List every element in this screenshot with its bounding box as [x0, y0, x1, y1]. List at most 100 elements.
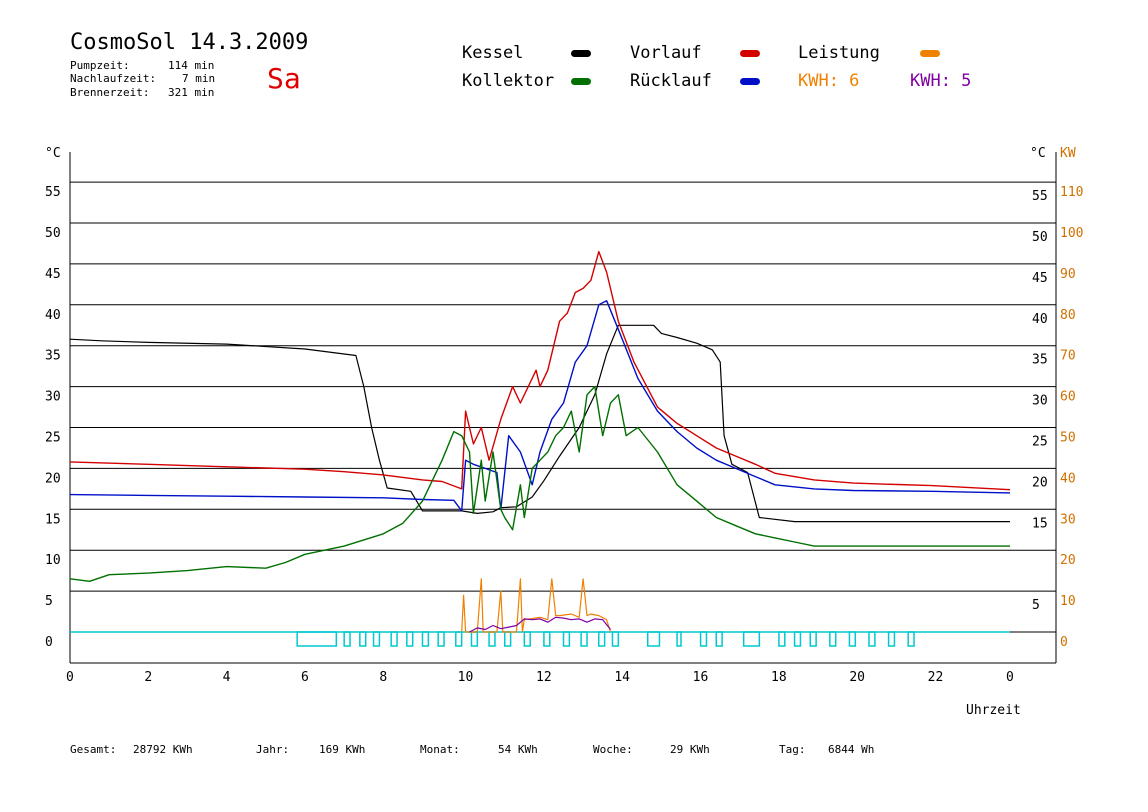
x-tick-2: 4 [223, 670, 231, 685]
brenner-time-value: 321 min [168, 86, 215, 99]
legend-kwh2: KWH: 5 [910, 71, 972, 91]
pump-run-28 [868, 631, 876, 647]
series-line-kwh2 [469, 616, 611, 633]
pump-run-21 [715, 631, 723, 647]
chart-ticks: 0510152025303540455055515202530354045505… [45, 185, 1083, 685]
y-tick-right-55: 55 [1032, 189, 1048, 204]
y-tick-left-55: 55 [45, 185, 61, 200]
x-tick-8: 16 [693, 670, 709, 685]
x-tick-3: 6 [301, 670, 309, 685]
legend-leistung-label: Leistung [798, 43, 880, 63]
legend-kessel-swatch [571, 50, 591, 57]
pump-run-2 [359, 631, 367, 647]
chart-title: CosmoSol 14.3.2009 [70, 30, 309, 55]
y-tick-right-15: 15 [1032, 516, 1048, 531]
pump-time-label: Pumpzeit: [70, 59, 130, 72]
pump-run-12 [523, 631, 531, 647]
y-tick-left-20: 20 [45, 471, 61, 486]
pump-run-16 [598, 631, 606, 647]
pump-run-19 [676, 631, 682, 647]
pump-run-10 [488, 631, 496, 647]
nachlauf-time-value: 7 min [182, 72, 216, 85]
pump-run-13 [543, 631, 551, 647]
x-tick-12: 0 [1006, 670, 1014, 685]
kw-tick-40: 40 [1060, 471, 1076, 486]
kw-tick-70: 70 [1060, 349, 1076, 364]
x-tick-7: 14 [614, 670, 630, 685]
x-axis-label: Uhrzeit [966, 703, 1021, 718]
y-tick-left-5: 5 [45, 594, 53, 609]
y-tick-right-45: 45 [1032, 271, 1048, 286]
y-tick-right-50: 50 [1032, 230, 1048, 245]
y-tick-left-0: 0 [45, 635, 53, 650]
y-tick-right-25: 25 [1032, 435, 1048, 450]
pump-run-30 [907, 631, 915, 647]
pump-run-25 [809, 631, 817, 647]
pump-run-26 [829, 631, 837, 647]
pump-run-7 [437, 631, 445, 647]
kw-tick-0: 0 [1060, 635, 1068, 650]
kw-tick-10: 10 [1060, 594, 1076, 609]
x-tick-5: 10 [458, 670, 474, 685]
kw-tick-50: 50 [1060, 431, 1076, 446]
pump-run-11 [504, 631, 512, 647]
x-tick-10: 20 [849, 670, 865, 685]
y-tick-left-40: 40 [45, 308, 61, 323]
pump-time-value: 114 min [168, 59, 215, 72]
nachlauf-time-label: Nachlaufzeit: [70, 72, 157, 85]
pump-run-1 [343, 631, 351, 647]
x-tick-4: 8 [379, 670, 387, 685]
pump-run-18 [646, 631, 661, 647]
kw-tick-100: 100 [1060, 226, 1083, 241]
kw-tick-110: 110 [1060, 185, 1083, 200]
y-tick-right-5: 5 [1032, 598, 1040, 613]
legend-kwh1: KWH: 6 [798, 71, 860, 91]
pump-run-5 [406, 631, 414, 647]
footer-woche-value: 29 KWh [670, 743, 710, 756]
pump-run-4 [390, 631, 398, 647]
footer-jahr-value: 169 KWh [319, 743, 366, 756]
y-tick-left-35: 35 [45, 349, 61, 364]
y-tick-right-30: 30 [1032, 394, 1048, 409]
x-tick-9: 18 [771, 670, 787, 685]
series-line-vorlauf [69, 250, 1011, 491]
pump-run-0 [296, 631, 338, 647]
brenner-time-label: Brennerzeit: [70, 86, 150, 99]
legend-leistung-swatch [920, 50, 940, 57]
pump-run-29 [887, 631, 896, 647]
pump-run-8 [455, 631, 463, 647]
footer-tag-label: Tag: [779, 743, 806, 756]
y-tick-right-40: 40 [1032, 312, 1048, 327]
legend-ruecklauf-swatch [740, 78, 760, 85]
legend-vorlauf-label: Vorlauf [630, 43, 702, 63]
legend-kollektor-label: Kollektor [462, 71, 555, 91]
kw-tick-20: 20 [1060, 553, 1076, 568]
kw-tick-90: 90 [1060, 267, 1076, 282]
kw-tick-80: 80 [1060, 308, 1076, 323]
pump-run-22 [742, 631, 761, 647]
footer-gesamt-value: 28792 KWh [133, 743, 193, 756]
weekday-label: Sa [267, 62, 301, 95]
kw-axis-unit: KW [1060, 146, 1076, 161]
series-line-kessel [69, 324, 1010, 523]
series-line-kollektor [69, 385, 1010, 582]
y-tick-left-30: 30 [45, 390, 61, 405]
legend-vorlauf-swatch [740, 50, 760, 57]
x-tick-0: 0 [66, 670, 74, 685]
footer-monat-label: Monat: [420, 743, 460, 756]
footer-tag-value: 6844 Wh [828, 743, 875, 756]
chart-series [69, 250, 1011, 647]
pump-run-14 [562, 631, 571, 647]
chart-grid [69, 152, 1057, 664]
y-tick-left-25: 25 [45, 431, 61, 446]
legend-kessel-label: Kessel [462, 43, 524, 63]
pump-run-17 [611, 631, 620, 647]
series-line-leistung [461, 578, 612, 633]
pump-run-3 [372, 631, 381, 647]
footer-gesamt-label: Gesamt: [70, 743, 117, 756]
x-tick-11: 22 [928, 670, 944, 685]
y-tick-right-35: 35 [1032, 353, 1048, 368]
y-tick-right-20: 20 [1032, 475, 1048, 490]
x-tick-6: 12 [536, 670, 552, 685]
